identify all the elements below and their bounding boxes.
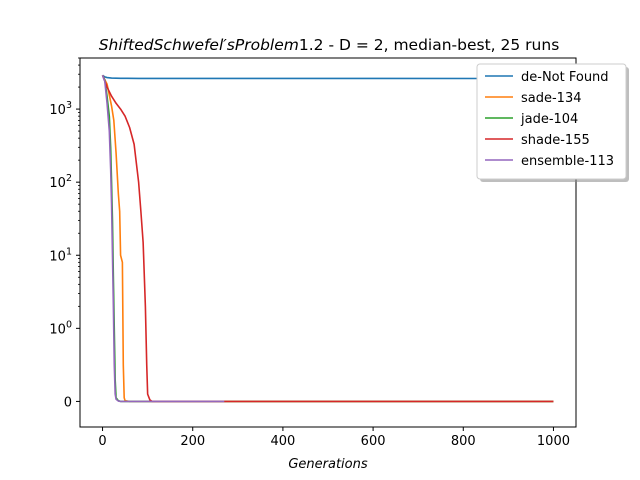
legend-box <box>476 63 627 180</box>
legend-item[interactable]: ensemble-113 <box>485 154 614 169</box>
x-tick-label: 200 <box>180 434 205 449</box>
x-axis-title: Generations <box>288 457 368 472</box>
series-line-2 <box>101 74 554 403</box>
plot-lines <box>101 74 554 403</box>
chart-title-rest: - D = 2, median-best, 25 runs <box>324 36 560 54</box>
y-tick-label: 100 <box>49 319 72 337</box>
x-tick-label: 1000 <box>537 434 570 449</box>
x-tick-label: 800 <box>451 434 476 449</box>
x-tick-label: 0 <box>98 434 106 449</box>
x-tick-label: 400 <box>270 434 295 449</box>
y-tick-label: 0 <box>64 395 72 410</box>
legend-label: jade-104 <box>520 112 578 127</box>
plot-frame <box>79 57 577 428</box>
x-axis: 0 200 400 600 800 1000 <box>98 427 570 449</box>
legend-label: shade-155 <box>521 133 590 148</box>
legend-label: de-Not Found <box>521 70 609 85</box>
legend-item[interactable]: de-Not Found <box>485 70 609 85</box>
legend-label: ensemble-113 <box>521 154 614 169</box>
series-line-5 <box>101 75 225 403</box>
legend-item[interactable]: sade-134 <box>485 91 582 106</box>
y-tick-label: 103 <box>49 100 72 118</box>
chart-title: ShiftedSchwefel′sProblem1.2 - D = 2, med… <box>99 36 560 54</box>
legend-label: sade-134 <box>521 91 582 106</box>
x-tick-label: 600 <box>361 434 386 449</box>
legend-item[interactable]: shade-155 <box>485 133 590 148</box>
y-axis: 0 100 101 102 103 <box>49 57 80 410</box>
chart-title-italic: ShiftedSchwefel′sProblem <box>99 36 299 54</box>
series-line-1 <box>102 74 554 80</box>
y-tick-label: 101 <box>49 246 72 264</box>
chart-title-number: 1.2 <box>299 36 324 54</box>
legend[interactable]: de-Not Found sade-134 jade-104 shade-155 ens… <box>476 63 629 182</box>
series-line-4 <box>101 75 554 403</box>
y-tick-label: 102 <box>49 173 72 191</box>
legend-item[interactable]: jade-104 <box>485 112 578 127</box>
